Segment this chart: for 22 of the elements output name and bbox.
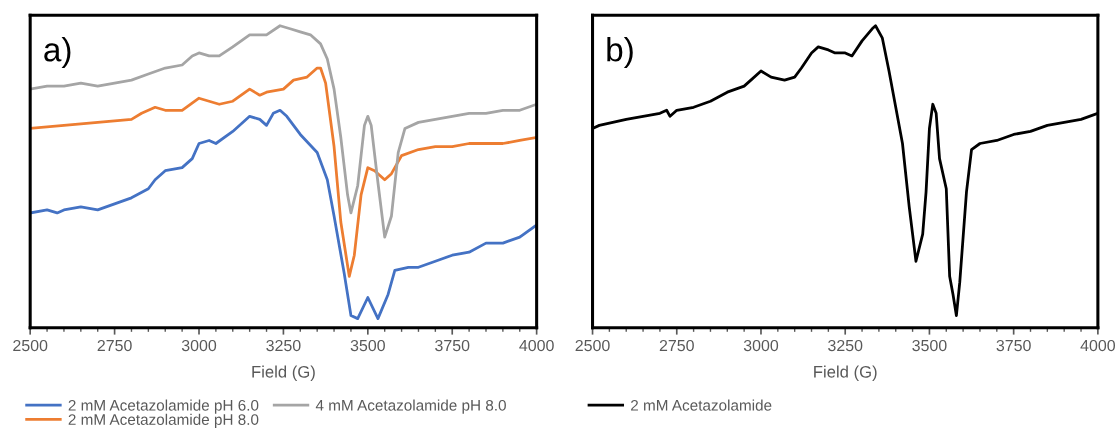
x-tick-label: 2750: [659, 339, 694, 352]
x-tick-label: 3500: [350, 339, 385, 352]
x-tick-label: 3000: [181, 339, 217, 352]
legend-label: 2 mM Acetazolamide: [631, 399, 772, 411]
x-tick-label: 2500: [575, 339, 610, 352]
x-tick-label: 3750: [435, 339, 470, 352]
x-tick-label: 4000: [1080, 339, 1116, 352]
x-axis-title: Field (G): [252, 365, 315, 381]
x-tick-label: 3000: [743, 339, 779, 352]
annotation: a): [44, 37, 71, 69]
legend-label: 2 mM Acetazolamide pH 8.0: [68, 413, 259, 428]
x-tick-label: 3250: [266, 339, 301, 352]
x-tick-label: 3750: [996, 339, 1031, 352]
x-tick-label: 3500: [912, 339, 947, 352]
x-axis-title: Field (G): [814, 365, 877, 381]
x-tick-label: 2500: [13, 339, 48, 352]
legend-label: 2 mM Acetazolamide pH 6.0: [68, 399, 259, 414]
x-tick-label: 3250: [828, 339, 863, 352]
legend-label: 4 mM Acetazolamide pH 8.0: [315, 399, 506, 414]
x-tick-label: 4000: [519, 339, 554, 352]
x-tick-label: 2750: [97, 339, 132, 352]
annotation: b): [607, 37, 633, 69]
